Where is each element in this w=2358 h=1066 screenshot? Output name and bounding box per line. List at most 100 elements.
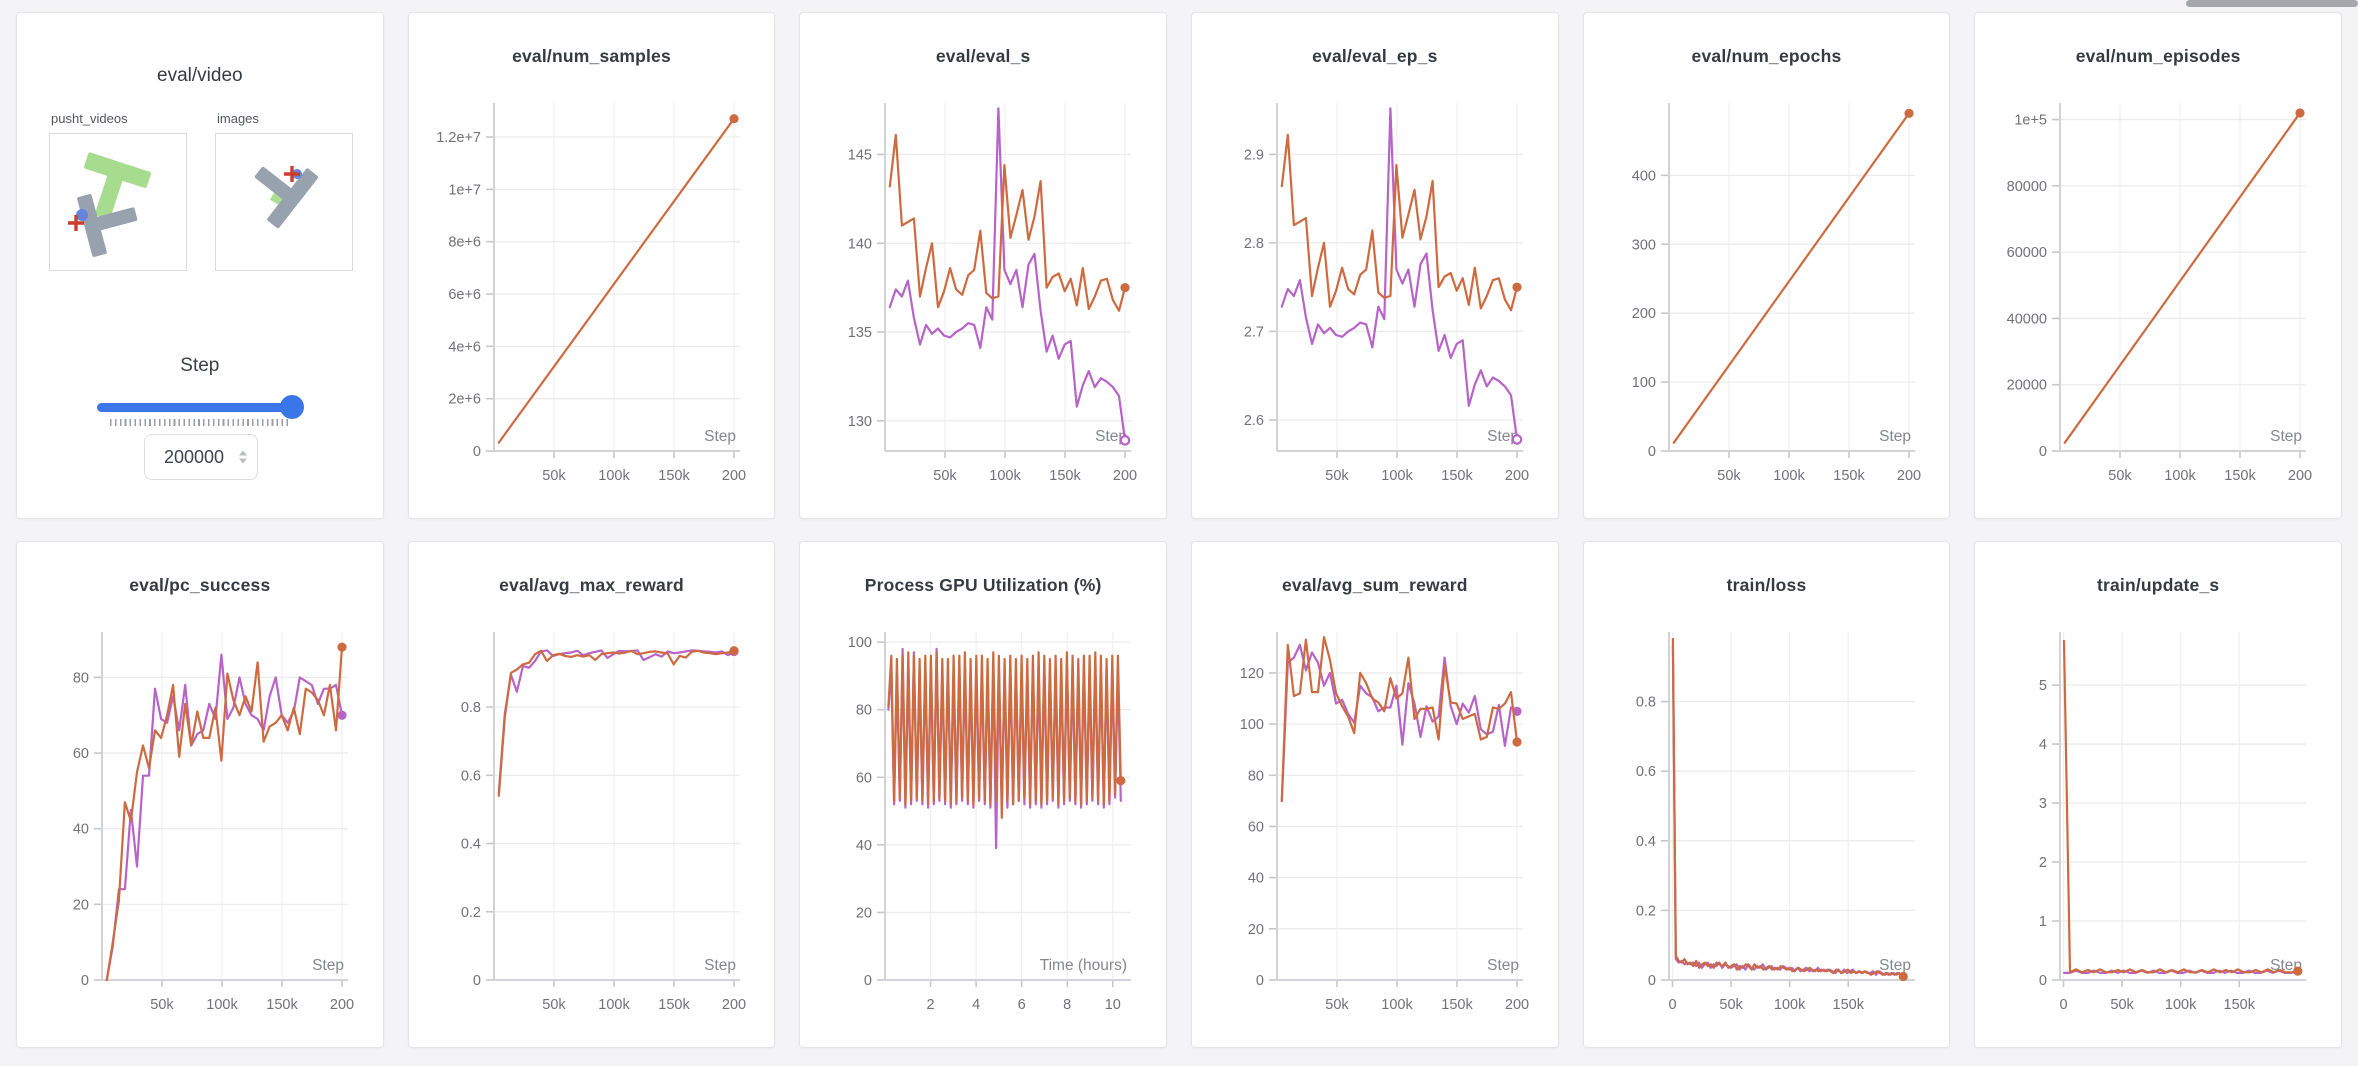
svg-text:0: 0	[1256, 973, 1264, 989]
svg-text:0: 0	[1648, 444, 1656, 460]
svg-text:80: 80	[1248, 768, 1264, 784]
svg-text:50k: 50k	[1717, 468, 1741, 484]
line-chart[interactable]: 50k 100k 150k 200 0 0.2 0.4 0.6 0.8 Step	[422, 600, 762, 1036]
line-chart[interactable]: 50k 100k 150k 200 130 135 140 145 Step	[813, 71, 1153, 507]
chart-panel-train-loss: train/loss 0 50k 100k 150k 0 0.2 0.4 0.6 0.8 Step	[1582, 541, 1951, 1048]
svg-text:0.8: 0.8	[460, 700, 480, 716]
line-chart[interactable]: 50k 100k 150k 200 0 20 40 60 80 Step	[30, 600, 370, 1036]
svg-text:40: 40	[1248, 871, 1264, 887]
svg-text:Step: Step	[1487, 957, 1519, 974]
horizontal-scrollbar-thumb[interactable]	[2186, 0, 2358, 7]
svg-text:100: 100	[1240, 717, 1264, 733]
svg-text:150k: 150k	[2224, 997, 2256, 1013]
svg-text:100k: 100k	[598, 997, 630, 1013]
svg-text:300: 300	[1631, 237, 1655, 253]
svg-text:200: 200	[2288, 468, 2312, 484]
svg-text:100k: 100k	[1773, 468, 1805, 484]
step-spinner[interactable]	[239, 450, 247, 464]
svg-text:60000: 60000	[2007, 245, 2047, 261]
line-chart[interactable]: 50k 100k 150k 200 0 20 40 60 80 100 120 Step	[1205, 600, 1545, 1036]
svg-text:0: 0	[2039, 444, 2047, 460]
step-slider-handle[interactable]	[280, 395, 304, 419]
line-chart[interactable]: 0 50k 100k 150k 0 1 2 3 4 5 Step	[1988, 600, 2328, 1036]
svg-text:Step: Step	[2270, 428, 2302, 445]
chart-title: train/update_s	[2096, 575, 2220, 595]
svg-text:100k: 100k	[2165, 468, 2197, 484]
pusht-video-thumbnail[interactable]	[49, 133, 187, 271]
svg-text:50k: 50k	[1325, 468, 1349, 484]
svg-text:50k: 50k	[2111, 997, 2135, 1013]
line-chart[interactable]: 2 4 6 8 10 0 20 40 60 80 100 Time (hours)	[813, 600, 1153, 1036]
svg-text:400: 400	[1631, 168, 1655, 184]
chart-panel-avg-sum-reward: eval/avg_sum_reward 50k 100k 150k 200 0 20 40 6…	[1190, 541, 1559, 1048]
chart-panel-pc-success: eval/pc_success 50k 100k 150k 200 0 20 40 60 80 S…	[16, 541, 384, 1048]
svg-text:100: 100	[1631, 375, 1655, 391]
pusht-scene-image	[68, 152, 151, 257]
svg-text:80000: 80000	[2007, 179, 2047, 195]
spinner-down-icon[interactable]	[239, 458, 247, 464]
svg-text:50k: 50k	[542, 997, 566, 1013]
svg-text:0.8: 0.8	[1635, 695, 1655, 711]
svg-text:100k: 100k	[990, 468, 1022, 484]
svg-text:60: 60	[856, 770, 872, 786]
svg-text:Time (hours): Time (hours)	[1040, 957, 1127, 974]
step-slider-ruler	[110, 419, 290, 426]
svg-text:0.2: 0.2	[460, 905, 480, 921]
line-chart[interactable]: 0 50k 100k 150k 0 0.2 0.4 0.6 0.8 Step	[1597, 600, 1937, 1036]
spinner-up-icon[interactable]	[239, 450, 247, 456]
svg-text:145: 145	[848, 147, 872, 163]
chart-title: Process GPU Utilization (%)	[864, 575, 1102, 595]
svg-text:150k: 150k	[1832, 997, 1864, 1013]
svg-text:150k: 150k	[658, 468, 690, 484]
svg-text:20: 20	[1248, 922, 1264, 938]
svg-text:150k: 150k	[1833, 468, 1865, 484]
svg-text:Step: Step	[704, 428, 736, 445]
chart-panel-train-update-s: train/update_s 0 50k 100k 150k 0 1 2 3 4 5 Step	[1974, 541, 2342, 1048]
images-thumbnail[interactable]	[215, 133, 353, 271]
svg-text:50k: 50k	[1719, 997, 1743, 1013]
chart-panel-eval-ep-s: eval/eval_ep_s 50k 100k 150k 200 2.6 2.7 2.8 2.…	[1190, 12, 1559, 519]
svg-text:100k: 100k	[598, 468, 630, 484]
svg-text:120: 120	[1240, 666, 1264, 682]
media-panel-eval-video: eval/video pusht_videos images	[16, 12, 384, 519]
svg-text:0.2: 0.2	[1635, 903, 1655, 919]
line-chart[interactable]: 50k 100k 150k 200 0 20000 40000 60000 80000 1e+5 S…	[1988, 71, 2328, 507]
chart-panel-gpu-utilization: Process GPU Utilization (%) 2 4 6 8 10 0 20 40 6…	[799, 541, 1167, 1048]
chart-title: eval/eval_ep_s	[1312, 46, 1438, 66]
svg-text:200: 200	[722, 468, 746, 484]
svg-text:1e+5: 1e+5	[2015, 113, 2048, 129]
svg-text:2.7: 2.7	[1244, 324, 1264, 340]
line-chart[interactable]: 50k 100k 150k 200 2.6 2.7 2.8 2.9 Step	[1205, 71, 1545, 507]
svg-text:Step: Step	[312, 957, 344, 974]
chart-panel-avg-max-reward: eval/avg_max_reward 50k 100k 150k 200 0 0.2 0.…	[407, 541, 776, 1048]
svg-text:4e+6: 4e+6	[448, 339, 481, 355]
svg-text:100k: 100k	[206, 997, 238, 1013]
svg-text:150k: 150k	[658, 997, 690, 1013]
chart-title: eval/pc_success	[129, 575, 271, 595]
svg-text:2e+6: 2e+6	[448, 392, 481, 408]
images-scene-image	[254, 166, 319, 229]
line-chart[interactable]: 50k 100k 150k 200 0 100 200 300 400 Step	[1597, 71, 1937, 507]
svg-text:0: 0	[864, 973, 872, 989]
chart-panel-num-samples: eval/num_samples 50k 100k 150k 200 0 2e+6 4e+6…	[407, 12, 776, 519]
step-slider-track[interactable]	[97, 403, 303, 412]
svg-text:4: 4	[2039, 737, 2047, 753]
svg-text:5: 5	[2039, 678, 2047, 694]
svg-text:0: 0	[473, 444, 481, 460]
svg-text:0.6: 0.6	[1635, 764, 1655, 780]
svg-text:0: 0	[473, 973, 481, 989]
svg-text:2.6: 2.6	[1244, 413, 1264, 429]
chart-panel-num-episodes: eval/num_episodes 50k 100k 150k 200 0 20000 40…	[1974, 12, 2342, 519]
svg-text:1: 1	[2039, 914, 2047, 930]
step-input[interactable]	[145, 435, 257, 479]
svg-text:0: 0	[1668, 997, 1676, 1013]
svg-text:200: 200	[1113, 468, 1137, 484]
svg-text:6e+6: 6e+6	[448, 287, 481, 303]
svg-text:40000: 40000	[2007, 311, 2047, 327]
svg-text:130: 130	[848, 414, 872, 430]
svg-text:Step: Step	[704, 957, 736, 974]
line-chart[interactable]: 50k 100k 150k 200 0 2e+6 4e+6 6e+6 8e+6 1e+7 1.2e+…	[422, 71, 762, 507]
step-slider-label: Step	[180, 355, 220, 376]
step-input-wrapper	[144, 434, 258, 480]
svg-text:0: 0	[1648, 973, 1656, 989]
